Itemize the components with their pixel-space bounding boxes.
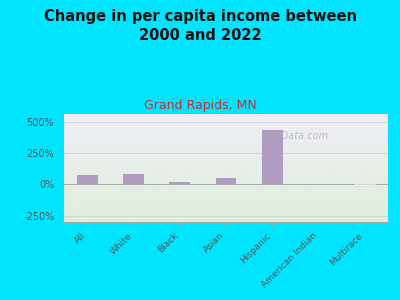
Bar	[262, 130, 283, 184]
Bar	[169, 182, 190, 184]
Text: ty-Data.com: ty-Data.com	[268, 130, 328, 141]
Text: Change in per capita income between
2000 and 2022: Change in per capita income between 2000…	[44, 9, 356, 43]
Bar	[216, 178, 236, 184]
Text: Grand Rapids, MN: Grand Rapids, MN	[144, 99, 256, 112]
Bar	[77, 175, 98, 184]
Bar	[354, 184, 375, 186]
Bar	[123, 174, 144, 184]
